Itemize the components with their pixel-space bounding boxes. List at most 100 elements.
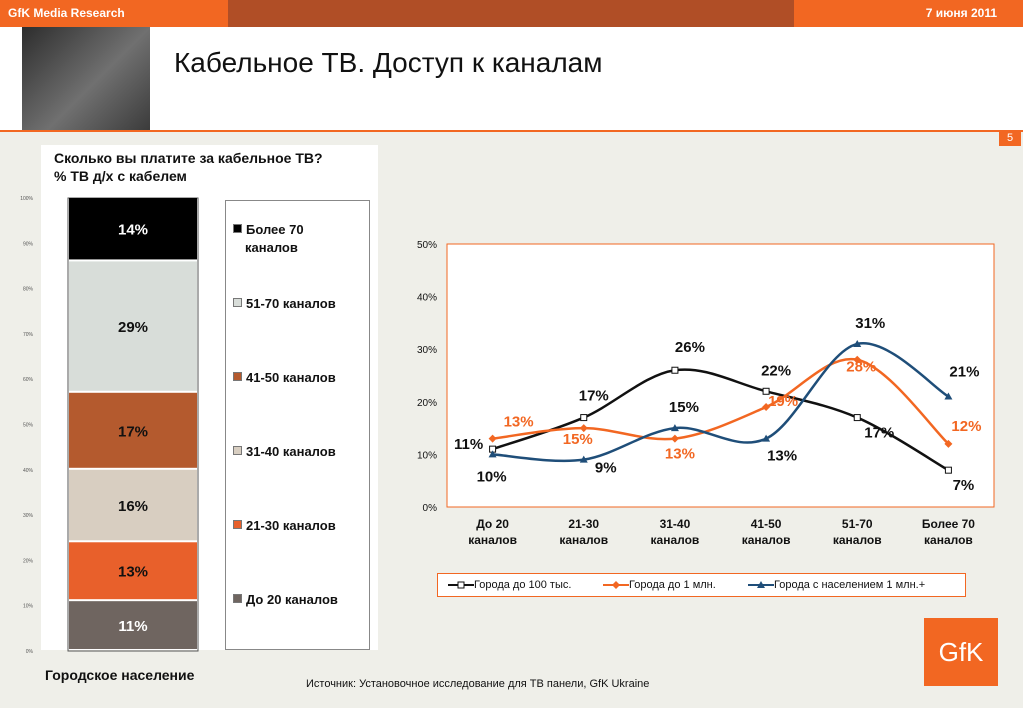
line-data-label: 13% bbox=[665, 446, 695, 463]
line-x-tick-label: До 20 bbox=[476, 517, 509, 531]
line-series-path bbox=[492, 368, 950, 472]
line-legend-item: Города до 100 тыс. bbox=[448, 579, 571, 591]
line-x-tick-label: каналов bbox=[924, 533, 973, 547]
stacked-y-tick-label: 60% bbox=[23, 377, 34, 383]
stacked-bar-segment bbox=[69, 542, 197, 600]
line-x-tick-label: Более 70 bbox=[922, 517, 975, 531]
line-point bbox=[580, 414, 588, 422]
line-legend-swatch bbox=[748, 581, 774, 589]
line-data-label: 19% bbox=[768, 393, 798, 410]
line-point bbox=[762, 403, 771, 412]
company-name: GfK Media Research bbox=[0, 0, 228, 27]
line-y-tick-label: 20% bbox=[417, 398, 437, 409]
top-bar: GfK Media Research 7 июня 2011 bbox=[0, 0, 1023, 27]
legend-label: 21-30 каналов bbox=[246, 518, 336, 533]
line-data-label: 11% bbox=[454, 436, 483, 453]
stacked-bar-label: 13% bbox=[118, 564, 148, 581]
legend-label: 41-50 каналов bbox=[246, 370, 336, 385]
line-data-label: 10% bbox=[477, 468, 507, 485]
stacked-bar-label: 29% bbox=[118, 319, 148, 336]
legend-swatch bbox=[233, 594, 242, 603]
line-legend-marker bbox=[757, 581, 765, 589]
line-x-tick-label: 21-30 bbox=[568, 517, 599, 531]
line-data-label: 9% bbox=[595, 460, 617, 477]
legend-swatch bbox=[233, 372, 242, 381]
stacked-legend-item: 31-40 каналов bbox=[233, 443, 336, 461]
stacked-y-tick-label: 40% bbox=[23, 468, 34, 474]
legend-label: Более 70 bbox=[246, 222, 304, 237]
line-point bbox=[579, 455, 588, 463]
line-point bbox=[853, 414, 861, 422]
stacked-bar-segment bbox=[69, 198, 197, 260]
line-point bbox=[671, 366, 679, 374]
source-note: Источник: Установочное исследование для … bbox=[306, 678, 650, 690]
line-point bbox=[762, 434, 771, 442]
line-point bbox=[944, 392, 953, 400]
report-date: 7 июня 2011 bbox=[794, 0, 1023, 27]
stacked-chart-question: Сколько вы платите за кабельное ТВ? bbox=[54, 150, 323, 166]
line-point bbox=[853, 339, 862, 347]
line-data-label: 13% bbox=[504, 414, 534, 431]
line-y-tick-label: 0% bbox=[423, 503, 438, 514]
line-series-path bbox=[492, 357, 950, 445]
line-x-tick-label: 31-40 bbox=[660, 517, 691, 531]
stacked-y-tick-label: 10% bbox=[23, 604, 34, 610]
legend-swatch bbox=[233, 224, 242, 233]
line-point bbox=[488, 434, 497, 443]
line-legend-marker bbox=[457, 581, 465, 589]
stacked-bar-label: 14% bbox=[118, 222, 148, 239]
line-data-label: 12% bbox=[951, 418, 981, 435]
gfk-logo: GfK bbox=[924, 618, 998, 686]
page-number: 5 bbox=[999, 130, 1021, 146]
line-data-label: 22% bbox=[761, 362, 791, 379]
line-data-label: 21% bbox=[949, 364, 979, 381]
legend-label: До 20 каналов bbox=[246, 592, 338, 607]
legend-swatch bbox=[233, 298, 242, 307]
line-y-tick-label: 40% bbox=[417, 293, 437, 304]
line-legend: Города до 100 тыс. Города до 1 млн. Города… bbox=[437, 573, 966, 597]
line-point bbox=[579, 424, 588, 433]
line-x-tick-label: каналов bbox=[651, 533, 700, 547]
page-title: Кабельное ТВ. Доступ к каналам bbox=[174, 47, 603, 78]
stacked-y-tick-label: 80% bbox=[23, 287, 34, 293]
legend-label-line2: каналов bbox=[245, 240, 298, 255]
line-point bbox=[944, 466, 952, 474]
legend-swatch bbox=[233, 520, 242, 529]
line-y-tick-label: 10% bbox=[417, 450, 437, 461]
line-data-label: 31% bbox=[855, 315, 885, 332]
line-data-label: 15% bbox=[563, 431, 593, 448]
legend-swatch bbox=[233, 446, 242, 455]
line-data-label: 28% bbox=[846, 359, 876, 376]
line-point bbox=[762, 387, 770, 395]
stacked-bar-label: 17% bbox=[118, 423, 148, 440]
line-data-label: 26% bbox=[675, 339, 705, 356]
line-x-tick-label: каналов bbox=[559, 533, 608, 547]
line-point bbox=[670, 434, 679, 443]
stacked-legend-item: 51-70 каналов bbox=[233, 295, 336, 313]
stacked-y-tick-label: 0% bbox=[26, 649, 34, 655]
stacked-y-tick-label: 50% bbox=[23, 423, 34, 429]
header bbox=[0, 27, 1023, 130]
line-data-label: 17% bbox=[864, 425, 894, 442]
line-y-tick-label: 50% bbox=[417, 240, 437, 251]
line-legend-swatch bbox=[603, 581, 629, 590]
line-x-tick-label: каналов bbox=[468, 533, 517, 547]
stacked-y-tick-label: 20% bbox=[23, 558, 34, 564]
stacked-bar-segment bbox=[69, 261, 197, 391]
line-x-tick-label: каналов bbox=[833, 533, 882, 547]
stacked-chart-subtitle: % ТВ д/х с кабелем bbox=[54, 168, 187, 184]
stacked-legend-item: 21-30 каналов bbox=[233, 517, 336, 535]
line-legend-item: Города до 1 млн. bbox=[603, 579, 716, 591]
line-x-tick-label: каналов bbox=[742, 533, 791, 547]
stacked-bar-label: 16% bbox=[118, 498, 148, 515]
line-point bbox=[944, 439, 953, 448]
line-legend-label: Города до 100 тыс. bbox=[474, 579, 572, 591]
line-x-tick-label: 41-50 bbox=[751, 517, 782, 531]
stacked-legend-item: 41-50 каналов bbox=[233, 369, 336, 387]
stacked-bar-label: 11% bbox=[118, 618, 147, 635]
stacked-legend-box bbox=[225, 200, 370, 650]
stacked-bar-segment bbox=[69, 469, 197, 541]
line-legend-marker bbox=[612, 581, 620, 590]
line-y-tick-label: 30% bbox=[417, 345, 437, 356]
